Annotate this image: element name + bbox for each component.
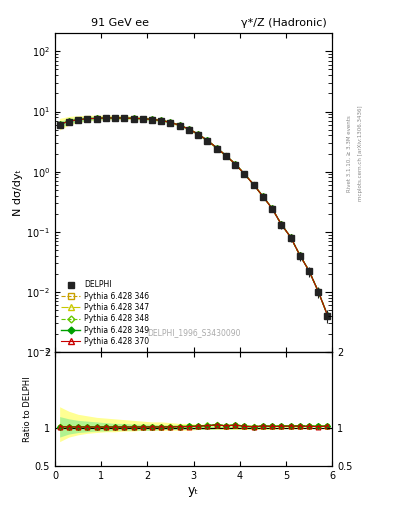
Y-axis label: Ratio to DELPHI: Ratio to DELPHI [23, 376, 32, 442]
Y-axis label: N dσ/dyₜ: N dσ/dyₜ [13, 169, 24, 216]
Text: mcplots.cern.ch [arXiv:1306.3436]: mcplots.cern.ch [arXiv:1306.3436] [358, 106, 363, 201]
Text: DELPHI_1996_S3430090: DELPHI_1996_S3430090 [147, 328, 240, 337]
Legend: DELPHI, Pythia 6.428 346, Pythia 6.428 347, Pythia 6.428 348, Pythia 6.428 349, : DELPHI, Pythia 6.428 346, Pythia 6.428 3… [59, 278, 151, 348]
X-axis label: yₜ: yₜ [188, 483, 199, 497]
Text: 91 GeV ee: 91 GeV ee [91, 18, 149, 29]
Text: Rivet 3.1.10, ≥ 3.3M events: Rivet 3.1.10, ≥ 3.3M events [347, 115, 352, 192]
Text: γ*/Z (Hadronic): γ*/Z (Hadronic) [241, 18, 327, 29]
